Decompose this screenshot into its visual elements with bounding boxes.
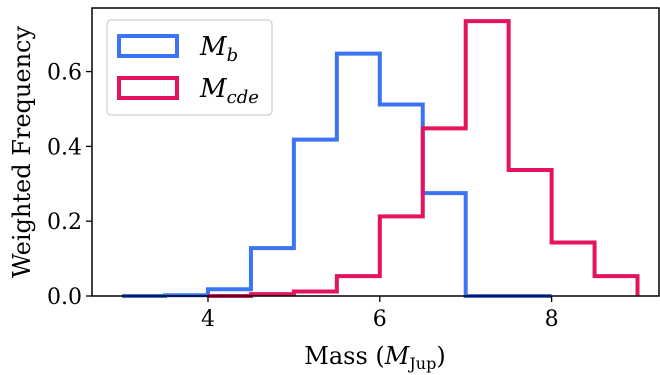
legend-label-mb-main: M [199, 32, 228, 62]
x-axis-label-text: Mass ( [304, 342, 385, 370]
y-axis-ticks: 0.0 0.2 0.4 0.6 [47, 61, 92, 310]
x-axis-label: Mass (MJup) [304, 342, 445, 373]
x-tick-label: 6 [373, 307, 387, 332]
y-tick-label: 0.2 [47, 210, 82, 235]
x-axis-label-close: ) [436, 342, 445, 370]
x-tick-label: 4 [201, 307, 215, 332]
legend-box [106, 19, 273, 116]
legend-swatch-mcde [117, 76, 179, 100]
legend-label-mcde-main: M [199, 74, 228, 104]
histogram-series-1 [207, 19, 640, 298]
y-axis-label: Weighted Frequency [8, 26, 36, 279]
legend-swatch-mb [117, 34, 179, 58]
x-axis-ticks: 4 6 8 [201, 296, 559, 332]
y-tick-label: 0.0 [47, 285, 82, 310]
legend-label-mcde: Mcde [199, 74, 259, 108]
legend-label-mb: Mb [199, 32, 238, 66]
y-tick-label: 0.6 [47, 61, 82, 86]
y-tick-label: 0.4 [47, 135, 82, 160]
x-axis-label-sub: Jup [407, 354, 436, 373]
legend: Mb Mcde [106, 19, 273, 116]
x-axis-label-math: M [384, 342, 411, 370]
legend-label-mb-sub: b [227, 45, 239, 66]
legend-label-mcde-sub: cde [227, 87, 259, 108]
x-tick-label: 8 [545, 307, 559, 332]
axes-frame [91, 7, 660, 297]
